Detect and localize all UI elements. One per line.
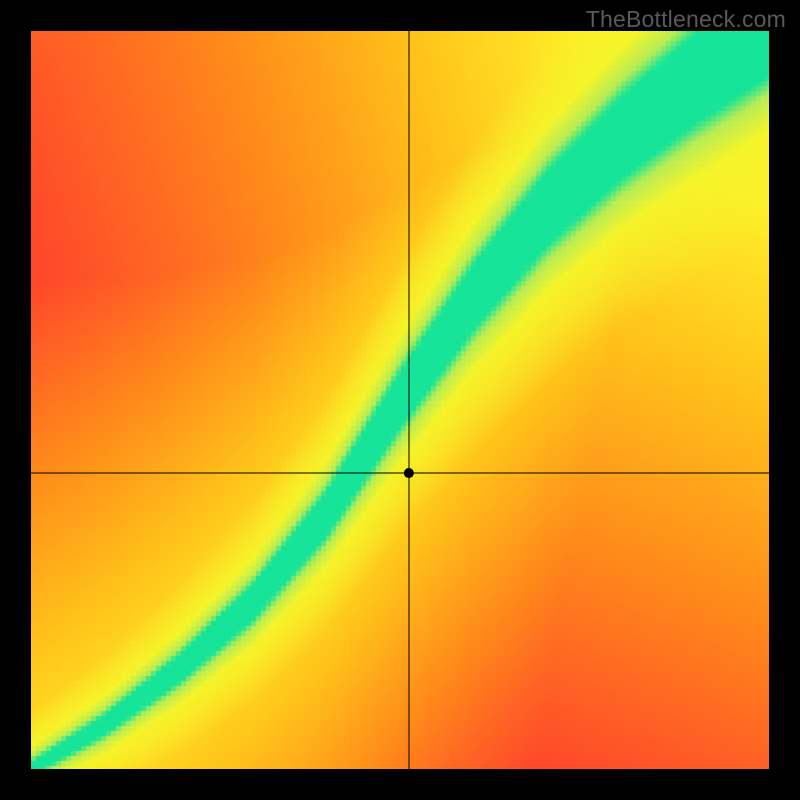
heatmap-canvas: [31, 31, 769, 769]
plot-area: [31, 31, 769, 769]
watermark-text: TheBottleneck.com: [586, 6, 786, 33]
stage: TheBottleneck.com: [0, 0, 800, 800]
